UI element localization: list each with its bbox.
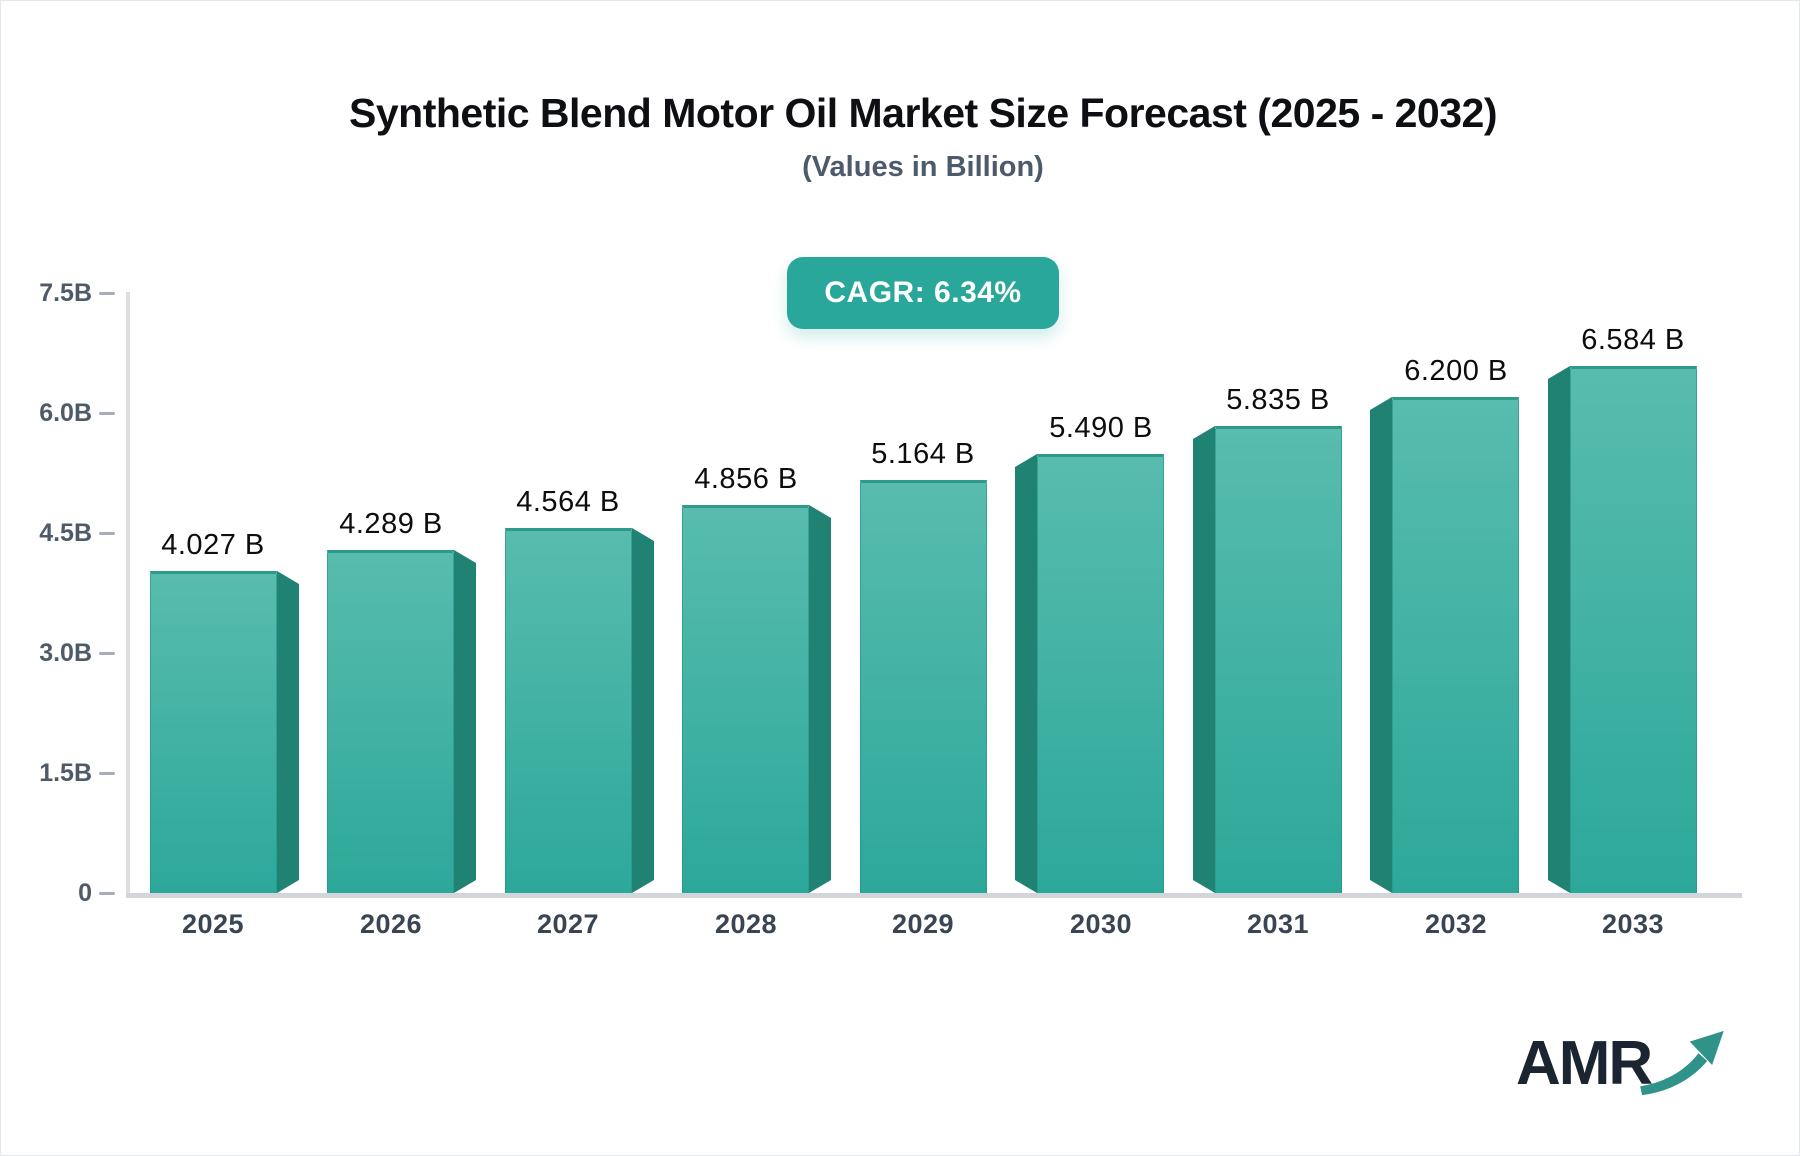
bar-3d-side-2026 (454, 550, 476, 893)
bar-value-label-2026: 4.289 B (339, 508, 443, 540)
y-axis-tick-mark (99, 532, 115, 535)
bar-3d-side-2031 (1193, 426, 1215, 893)
bar-2032 (1392, 397, 1519, 893)
x-axis-label-2031: 2031 (1246, 909, 1310, 939)
y-axis-tick-mark (99, 292, 115, 295)
bar-value-label-2031: 5.835 B (1226, 384, 1330, 416)
bar-value-label-2030: 5.490 B (1049, 412, 1153, 444)
x-axis-label-2030: 2030 (1069, 909, 1133, 939)
y-axis-tick-label: 1.5B (39, 759, 92, 787)
chart-subtitle: (Values in Billion) (802, 151, 1044, 183)
bar-2027 (505, 528, 632, 893)
amr-logo-text: AMR (1516, 1029, 1653, 1098)
bar-value-label-2033: 6.584 B (1581, 324, 1685, 356)
y-axis-line (126, 292, 130, 898)
x-axis-label-2029: 2029 (891, 909, 955, 939)
bar-value-label-2032: 6.200 B (1404, 355, 1508, 387)
bar-value-label-2029: 5.164 B (871, 438, 975, 470)
y-axis-tick-label: 3.0B (39, 639, 92, 667)
chart-title: Synthetic Blend Motor Oil Market Size Fo… (349, 90, 1497, 136)
bar-2026 (327, 550, 454, 893)
y-axis-tick-mark (99, 892, 115, 895)
x-axis-label-2027: 2027 (536, 909, 600, 939)
bar-2033 (1570, 366, 1697, 893)
y-axis-tick-label: 0 (78, 879, 92, 907)
trend-up-arrow-icon (1637, 1028, 1725, 1103)
bar-3d-side-2027 (632, 528, 654, 893)
x-axis-label-2028: 2028 (714, 909, 778, 939)
bar-2025 (150, 571, 277, 893)
y-axis-tick-mark (99, 412, 115, 415)
bar-3d-side-2025 (277, 571, 299, 893)
x-axis-label-2025: 2025 (181, 909, 245, 939)
bar-3d-side-2030 (1015, 454, 1037, 893)
bar-2030 (1037, 454, 1164, 893)
x-axis-label-2033: 2033 (1601, 909, 1665, 939)
chart-header: Synthetic Blend Motor Oil Market Size Fo… (0, 90, 1800, 184)
bar-3d-side-2032 (1370, 397, 1392, 893)
bar-value-label-2028: 4.856 B (694, 463, 798, 495)
y-axis-tick-label: 7.5B (39, 279, 92, 307)
bar-3d-side-2028 (809, 505, 831, 893)
cagr-badge: CAGR: 6.34% (787, 257, 1059, 329)
x-axis-baseline (126, 893, 1742, 898)
bar-3d-side-2033 (1548, 366, 1570, 893)
y-axis-tick-label: 6.0B (39, 399, 92, 427)
bar-2031 (1215, 426, 1342, 893)
y-axis-tick-mark (99, 652, 115, 655)
bar-value-label-2027: 4.564 B (516, 486, 620, 518)
x-axis-label-2032: 2032 (1424, 909, 1488, 939)
x-axis-label-2026: 2026 (359, 909, 423, 939)
amr-logo: AMR (1516, 1028, 1725, 1098)
bar-value-label-2025: 4.027 B (161, 529, 265, 561)
y-axis-tick-label: 4.5B (39, 519, 92, 547)
bar-2028 (682, 505, 809, 893)
y-axis-tick-mark (99, 772, 115, 775)
bar-2029 (860, 480, 987, 893)
